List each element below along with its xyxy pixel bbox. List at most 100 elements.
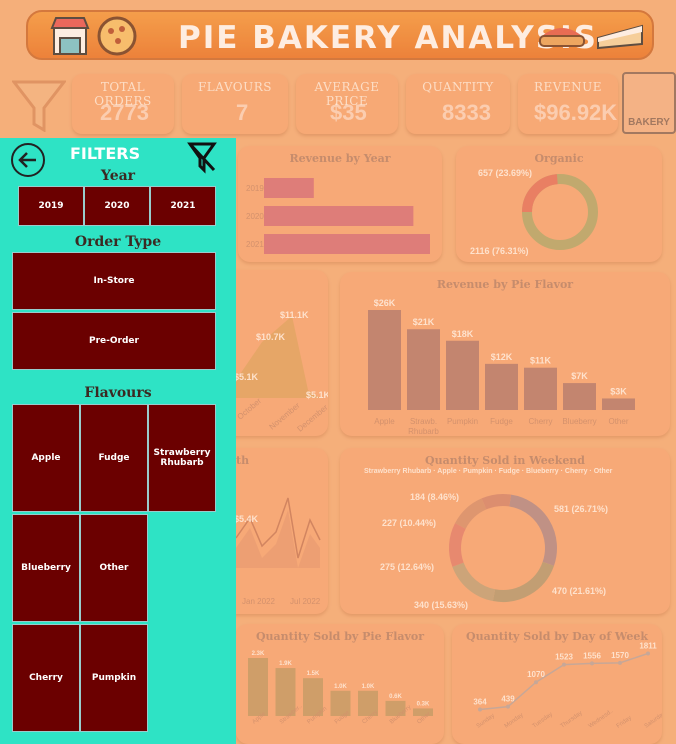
day-point [562,662,566,667]
flavour-pumpkin-button[interactable]: Pumpkin [80,624,148,732]
card-title: Revenue by Pie Flavor [436,278,574,291]
card-title-partial: th [236,454,250,467]
day-point [618,660,622,665]
weekend-legend: Strawberry Rhubarb · Apple · Pumpkin · F… [364,468,613,475]
filter-panel: FILTERS Year 2019 2020 2021 Order Type I… [0,138,236,744]
flavour-cherry-button[interactable]: Cherry [12,624,80,732]
day-value-label: 1811 [639,642,657,651]
flavor-qty-bar [413,708,433,716]
area-data-label: $10.7K [256,332,286,342]
flavour-other-button[interactable]: Other [80,514,148,622]
trend-tick: Jan 2022 [242,597,275,606]
flavor-revenue-bar [368,310,401,410]
organic-label: 657 (23.69%) [478,168,532,178]
month-tick: October [236,396,264,421]
kpi-value: $96.92K [534,100,618,125]
dashboard-title: PIE BAKERY ANALYSIS [178,20,598,56]
card-title: Revenue by Year [289,152,391,165]
kpi-label: TOTAL ORDERS [94,80,152,108]
card-organic: Organic 657 (23.69%) 2116 (76.31%) [456,146,662,262]
day-value-label: 1523 [555,653,573,662]
kpi-value: $35 [330,100,367,125]
trend-tick: Jul 2022 [290,597,321,606]
year-2019-button[interactable]: 2019 [18,186,84,226]
flavor-qty-bar [330,690,351,716]
year-2021-button[interactable]: 2021 [150,186,216,226]
flavor-qty-label: 1.5K [307,671,320,677]
year-bar [264,234,430,254]
flavor-revenue-label: $21K [413,317,435,327]
kpi-label: QUANTITY [422,80,494,94]
flavor-revenue-bar [485,363,518,410]
weekend-slice-label: 275 (12.64%) [380,562,434,572]
flavor-qty-label: 1.9K [279,661,292,667]
day-point [590,661,594,666]
bakery-sign-icon: BAKERY [622,72,676,134]
year-bar [264,206,414,226]
flavor-qty-label: 0.6K [389,694,402,700]
flavour-blueberry-button[interactable]: Blueberry [12,514,80,622]
flavour-strawberry-rhubarb-button[interactable]: Strawberry Rhubarb [148,404,216,512]
card-title: Quantity Sold by Day of Week [465,630,649,643]
area-data-label: $11.1K [280,310,309,320]
legend-item: Apple [437,468,457,475]
funnel-icon[interactable] [12,80,66,132]
legend-item: Blueberry [525,468,559,475]
flavor-qty-label: 1.0K [362,684,375,690]
year-tick: 2020 [246,212,264,221]
order-type-in-store-button[interactable]: In-Store [12,252,216,310]
flavor-tick: Fudge [490,417,513,426]
day-value-label: 1070 [527,670,545,679]
flavor-revenue-bar [524,367,557,410]
card-title: Quantity Sold by Pie Flavor [255,630,425,643]
day-tick: Friday [616,715,633,729]
flavor-revenue-bar [407,329,440,410]
flavor-tick: Blueberry [562,417,596,426]
kpi-revenue: REVENUE $96.92K [518,74,618,134]
back-arrow-icon[interactable] [10,142,46,178]
day-tick: Wednesd.. [588,708,615,729]
flavor-tick: Other [608,417,628,426]
flavor-qty-bar [275,668,296,716]
flavor-revenue-label: $7K [571,371,588,381]
pie-slice-icon [597,24,643,50]
pie-dish-icon [539,28,585,47]
organic-slice-yes [522,174,598,250]
bakery-sign-label: BAKERY [628,117,670,128]
flavor-revenue-label: $18K [452,329,474,339]
day-point [534,680,538,685]
flavor-qty-bar [303,678,323,716]
legend-item: Pumpkin [462,468,493,475]
area-data-label: $5.1K [306,390,328,400]
flavor-revenue-label: $12K [491,352,513,362]
trend-band [236,510,320,568]
weekend-slice [492,561,554,602]
flavor-revenue-bar [446,340,479,410]
organic-label: 2116 (76.31%) [470,246,529,256]
order-type-pre-order-button[interactable]: Pre-Order [12,312,216,370]
flavour-apple-button[interactable]: Apple [12,404,80,512]
day-tick: Sunday [476,713,496,730]
kpi-value: 2773 [100,100,149,125]
flavor-qty-bar [385,700,406,716]
flavor-revenue-label: $26K [374,298,396,308]
weekend-slice [509,494,557,566]
card-title: Quantity Sold in Weekend [424,454,585,467]
clear-filter-icon[interactable] [186,140,218,174]
title-bar: PIE BAKERY ANALYSIS [26,10,654,60]
flavour-fudge-button[interactable]: Fudge [80,404,148,512]
day-value-label: 439 [501,695,515,704]
order-type-label: Order Type [74,234,162,250]
kpi-value: 8333 [442,100,491,125]
year-2020-button[interactable]: 2020 [84,186,150,226]
flavor-qty-label: 1.0K [334,684,347,690]
year-label: Year [100,168,136,184]
flavor-qty-label: 0.3K [417,701,430,707]
kpi-label: FLAVOURS [197,80,273,94]
day-point [646,651,650,656]
trend-line [235,497,321,559]
day-value-label: 1556 [583,651,601,660]
weekend-slice [455,498,487,529]
flavor-tick: Cherry [528,417,552,426]
day-tick: Saturday [644,711,662,730]
